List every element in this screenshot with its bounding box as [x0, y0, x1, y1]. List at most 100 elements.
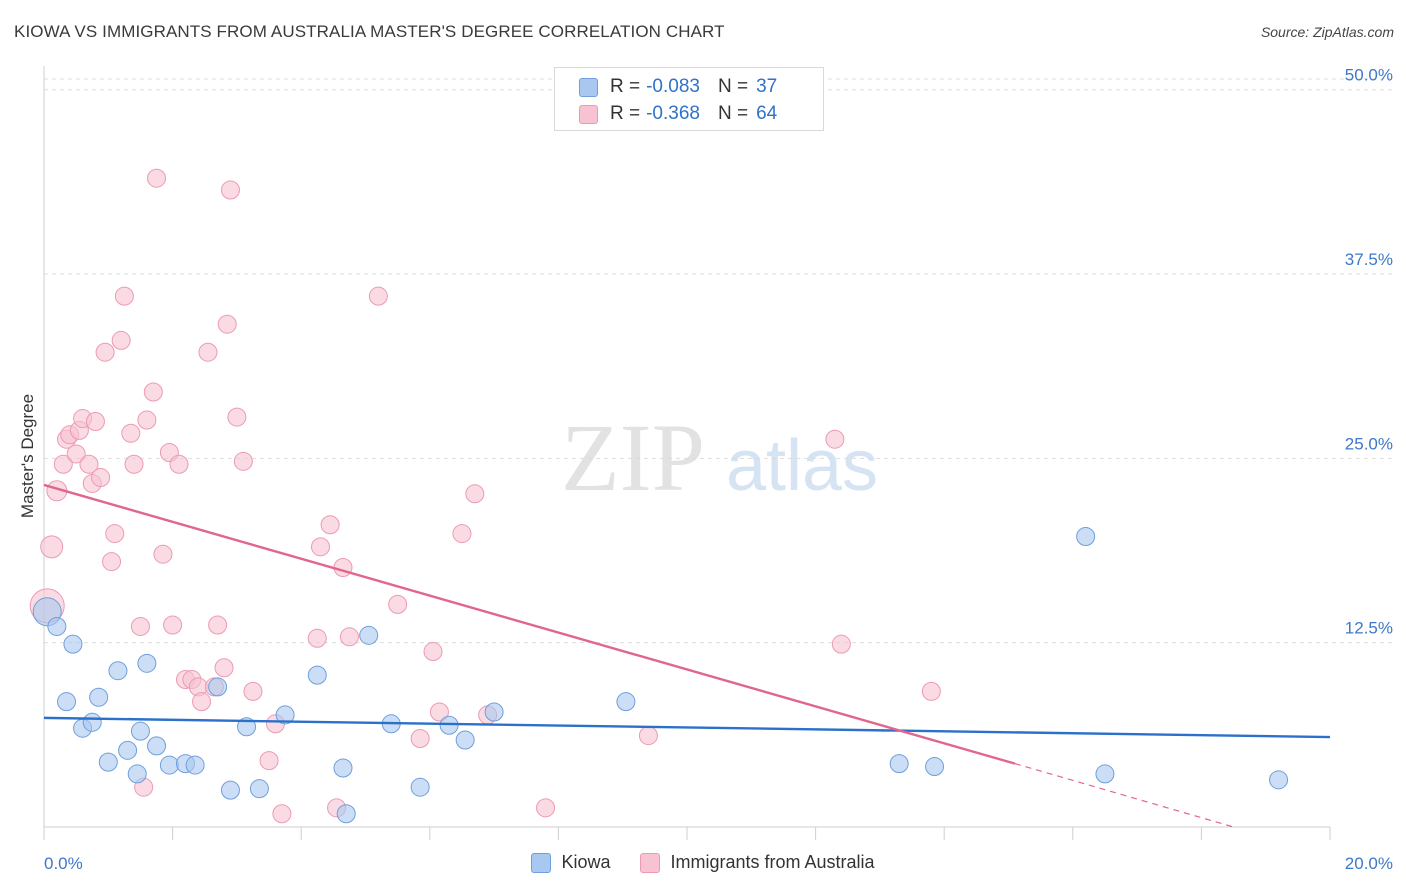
australia-point: [124, 454, 144, 474]
kiowa-point: [159, 755, 179, 775]
kiowa-point: [185, 755, 205, 775]
kiowa-point: [220, 780, 240, 800]
australia-r-value: -0.368: [646, 103, 700, 124]
australia-point: [921, 681, 941, 701]
australia-point: [147, 168, 167, 188]
australia-point: [388, 594, 408, 614]
kiowa-point: [616, 692, 636, 712]
australia-point: [85, 412, 105, 432]
australia-point: [638, 726, 658, 746]
australia-trend-line: [43, 483, 1016, 765]
kiowa-n-label: N =: [717, 76, 749, 97]
kiowa-point: [1269, 770, 1289, 790]
australia-point: [320, 515, 340, 535]
correlation-legend: R = -0.083 N = 37 R = -0.368 N = 64: [554, 67, 824, 131]
australia-point: [423, 642, 443, 662]
australia-point: [121, 423, 141, 443]
kiowa-point: [925, 757, 945, 777]
australia-swatch: [579, 104, 598, 124]
australia-point: [169, 454, 189, 474]
australia-point: [217, 314, 237, 334]
australia-point: [825, 429, 845, 449]
australia-point: [259, 751, 279, 771]
chart-title: KIOWA VS IMMIGRANTS FROM AUSTRALIA MASTE…: [14, 22, 725, 41]
australia-point: [410, 729, 430, 749]
australia-point: [114, 286, 134, 306]
kiowa-point: [336, 804, 356, 824]
kiowa-point: [108, 661, 128, 681]
y-axis-label: Master's Degree: [18, 394, 37, 518]
australia-point: [53, 454, 73, 474]
australia-point: [102, 552, 122, 572]
kiowa-point: [307, 665, 327, 685]
data-points: [29, 168, 1289, 824]
watermark: ZIP atlas: [561, 404, 878, 511]
kiowa-point: [47, 616, 67, 636]
legend-row-australia: R = -0.368 N = 64: [579, 101, 777, 127]
australia-point: [214, 658, 234, 678]
australia-point: [95, 342, 115, 362]
australia-point: [233, 451, 253, 471]
australia-point: [465, 484, 485, 504]
australia-point: [452, 524, 472, 544]
kiowa-point: [455, 730, 475, 750]
australia-point: [307, 628, 327, 648]
legend-item-kiowa[interactable]: Kiowa: [531, 852, 610, 873]
source-credit: Source: ZipAtlas.com: [1260, 24, 1394, 40]
australia-point: [66, 444, 86, 464]
y-tick-label: 37.5%: [1345, 250, 1393, 269]
kiowa-point: [333, 758, 353, 778]
x-tick-label: 0.0%: [44, 854, 83, 873]
australia-point: [339, 627, 359, 647]
australia-point: [91, 468, 111, 488]
australia-point: [130, 616, 150, 636]
kiowa-point: [98, 752, 118, 772]
australia-trend-extension: [1014, 763, 1234, 828]
kiowa-point: [89, 687, 109, 707]
australia-point: [111, 330, 131, 350]
y-tick-label: 12.5%: [1345, 619, 1393, 638]
kiowa-point: [208, 677, 228, 697]
kiowa-point: [275, 705, 295, 725]
kiowa-point: [127, 764, 147, 784]
kiowa-point: [118, 740, 138, 760]
watermark-atlas: atlas: [726, 426, 878, 506]
australia-point: [105, 524, 125, 544]
australia-point: [368, 286, 388, 306]
kiowa-point: [57, 692, 77, 712]
kiowa-point: [439, 715, 459, 735]
australia-legend-swatch: [640, 852, 661, 873]
australia-r-label: R =: [610, 103, 641, 124]
australia-point: [220, 180, 240, 200]
australia-point: [272, 804, 292, 824]
y-tick-label: 25.0%: [1345, 434, 1393, 453]
kiowa-trend-line: [43, 716, 1331, 739]
kiowa-point: [1095, 764, 1115, 784]
australia-point: [79, 454, 99, 474]
australia-point: [192, 692, 212, 712]
australia-point: [40, 535, 64, 559]
watermark-zip: ZIP: [561, 404, 705, 511]
kiowa-point: [410, 777, 430, 797]
series-legend: Kiowa Immigrants from Australia: [0, 852, 1406, 873]
legend-row-kiowa: R = -0.083 N = 37: [579, 74, 777, 100]
australia-point: [831, 634, 851, 654]
australia-point: [137, 410, 157, 430]
australia-legend-label: Immigrants from Australia: [670, 852, 875, 872]
tick-labels: 12.5% 25.0% 37.5% 50.0% 0.0% 20.0%: [44, 66, 1393, 873]
australia-point: [429, 702, 449, 722]
kiowa-point: [137, 653, 157, 673]
kiowa-r-value: -0.083: [646, 76, 700, 97]
x-tick-label: 20.0%: [1345, 854, 1393, 873]
kiowa-n-value: 37: [756, 76, 778, 97]
kiowa-point: [889, 754, 909, 774]
australia-point: [143, 382, 163, 402]
legend-item-australia[interactable]: Immigrants from Australia: [640, 852, 875, 873]
kiowa-legend-label: Kiowa: [561, 852, 611, 872]
kiowa-point: [147, 736, 167, 756]
australia-point: [163, 615, 183, 635]
kiowa-legend-swatch: [531, 852, 552, 873]
australia-point: [227, 407, 247, 427]
australia-point: [208, 615, 228, 635]
